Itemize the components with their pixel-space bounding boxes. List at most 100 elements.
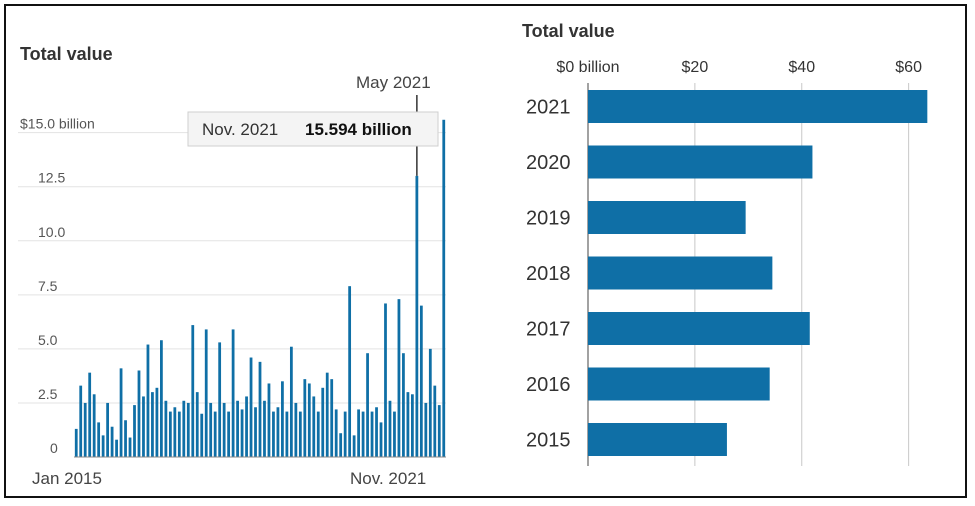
- right-x-tick-label: $0 billion: [556, 59, 619, 76]
- right-bar: [588, 256, 773, 290]
- left-bar: [325, 372, 329, 457]
- right-bar: [588, 423, 727, 456]
- left-bar: [424, 402, 428, 457]
- left-bar: [222, 402, 226, 457]
- left-bar: [213, 411, 217, 457]
- right-bar: [588, 367, 770, 401]
- monthly-value-chart: Total value 0 2.5 5.0 7.5 10.0 12.5 $15.0 bill…: [18, 44, 446, 488]
- left-bar: [321, 387, 325, 457]
- left-bar: [375, 407, 378, 457]
- left-bar: [124, 420, 127, 457]
- left-bar: [298, 411, 302, 457]
- left-bar: [281, 381, 284, 457]
- left-bar: [263, 400, 266, 457]
- left-bar: [410, 394, 414, 457]
- left-bar: [366, 353, 369, 457]
- left-bar: [227, 411, 231, 457]
- left-bar: [231, 329, 235, 457]
- left-bar: [177, 411, 181, 457]
- left-bar: [191, 325, 195, 457]
- left-bar: [74, 428, 78, 457]
- left-bar: [339, 433, 343, 457]
- left-bar: [142, 396, 145, 457]
- left-bar: [200, 413, 204, 457]
- left-bar: [303, 379, 307, 457]
- left-y-tick-label: 5.0: [38, 332, 58, 348]
- left-y-tick-label: $15.0 billion: [20, 116, 95, 132]
- left-bar: [164, 400, 168, 457]
- right-category-label: 2020: [526, 152, 571, 174]
- left-bar: [334, 409, 338, 457]
- tooltip-box: [187, 111, 439, 147]
- left-bar: [110, 426, 114, 457]
- left-bar: [101, 435, 105, 457]
- left-bar: [106, 402, 110, 457]
- left-bar: [182, 400, 186, 457]
- right-category-labels: 2021 2020 2019 2018 2017 2016 2015: [526, 97, 571, 452]
- right-category-label: 2016: [526, 374, 571, 396]
- right-category-label: 2019: [526, 208, 571, 230]
- left-bar: [433, 385, 437, 457]
- left-bar: [361, 411, 365, 457]
- annual-value-chart: Total value $0 billion $20 $40 $60 2021 2020…: [522, 21, 928, 466]
- left-bar: [258, 361, 262, 457]
- left-bar: [437, 405, 441, 457]
- left-bar: [285, 411, 289, 457]
- left-bar: [316, 411, 320, 457]
- right-bar: [588, 145, 813, 179]
- left-bar: [419, 305, 423, 457]
- right-category-label: 2018: [526, 263, 571, 285]
- left-bar: [357, 409, 360, 457]
- left-bar: [137, 370, 141, 457]
- left-bar: [168, 411, 172, 457]
- left-y-tick-label: 2.5: [38, 386, 58, 402]
- left-bar: [393, 411, 396, 457]
- right-category-label: 2021: [526, 97, 571, 119]
- left-bar: [442, 119, 446, 457]
- left-bar: [415, 175, 419, 457]
- left-bar: [406, 392, 410, 457]
- left-bar: [352, 435, 356, 457]
- left-bar: [83, 402, 87, 457]
- right-bar: [588, 312, 810, 345]
- left-bar: [218, 342, 222, 457]
- right-chart-title: Total value: [522, 21, 615, 41]
- left-bar: [204, 329, 208, 457]
- left-bar: [133, 405, 136, 457]
- left-bar: [128, 437, 132, 457]
- right-bar: [588, 90, 928, 123]
- left-chart-title: Total value: [20, 44, 113, 64]
- left-bar: [348, 286, 352, 457]
- left-bar: [397, 299, 401, 457]
- left-bars: [74, 119, 446, 457]
- left-bar: [92, 394, 96, 457]
- annotation-label: May 2021: [356, 73, 431, 92]
- left-bar: [330, 379, 334, 457]
- left-bar: [160, 340, 163, 457]
- left-bar: [370, 411, 374, 457]
- left-bar: [272, 411, 275, 457]
- right-x-tick-labels: $0 billion $20 $40 $60: [556, 59, 922, 76]
- tooltip-date: Nov. 2021: [202, 120, 278, 139]
- left-bar: [79, 385, 83, 457]
- left-bar: [254, 407, 257, 457]
- left-bar: [209, 402, 213, 457]
- left-y-tick-label: 10.0: [38, 224, 65, 240]
- left-bar: [294, 402, 298, 457]
- right-x-tick-label: $40: [788, 59, 815, 76]
- x-start-label: Jan 2015: [32, 469, 102, 488]
- left-bar: [289, 346, 293, 457]
- left-bar: [388, 400, 392, 457]
- left-bar: [307, 383, 311, 457]
- left-bar: [88, 372, 92, 457]
- tooltip: Nov. 2021 15.594 billion: [187, 111, 439, 147]
- left-bar: [146, 344, 150, 457]
- left-bar: [379, 422, 383, 457]
- left-y-tick-label: 0: [50, 440, 58, 456]
- left-bar: [267, 383, 271, 457]
- left-bar: [343, 411, 347, 457]
- right-x-tick-label: $20: [682, 59, 709, 76]
- left-bar: [428, 348, 432, 457]
- right-category-label: 2017: [526, 319, 571, 341]
